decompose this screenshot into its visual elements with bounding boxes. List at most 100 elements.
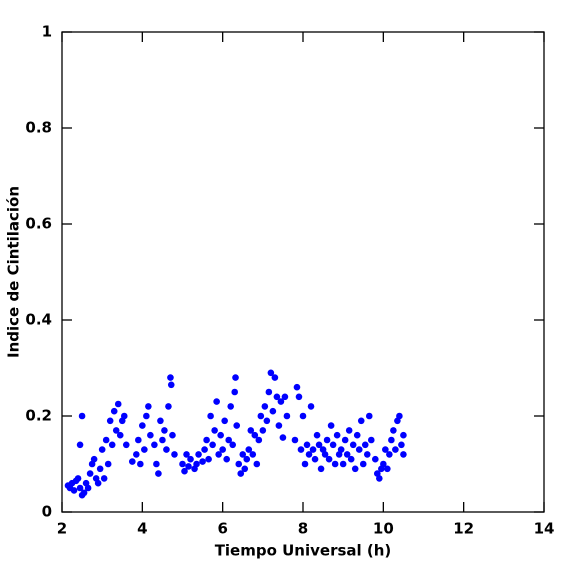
point [307, 403, 315, 410]
x-tick-label: 4 [137, 520, 147, 538]
point [141, 446, 148, 453]
point [305, 451, 313, 458]
point [76, 484, 84, 492]
point [367, 436, 375, 444]
point [345, 427, 353, 434]
point [343, 451, 351, 458]
y-tick-label: 0.6 [25, 215, 52, 233]
point [329, 441, 337, 449]
point [221, 417, 228, 425]
point [359, 460, 367, 468]
point [104, 460, 112, 468]
plot-frame [61, 31, 545, 513]
points [64, 369, 407, 499]
point [167, 381, 175, 389]
point [167, 374, 174, 381]
y-axis-label: Indice de Cintilación [5, 186, 23, 358]
point [219, 446, 226, 453]
point [295, 393, 303, 401]
point [353, 431, 361, 439]
point [390, 427, 397, 434]
x-tick-label: 8 [298, 520, 308, 538]
point [361, 441, 369, 449]
y-tick-label: 0 [42, 503, 52, 521]
point [267, 369, 275, 377]
point [133, 451, 140, 458]
point [293, 383, 301, 391]
point [337, 446, 345, 453]
point [376, 475, 383, 482]
point [363, 451, 371, 458]
point [283, 412, 291, 420]
point [253, 460, 261, 468]
point [169, 431, 176, 439]
point [263, 417, 271, 425]
point [201, 446, 208, 453]
point [321, 451, 329, 458]
point [231, 388, 239, 396]
point [229, 441, 237, 449]
point [110, 407, 118, 415]
point [98, 446, 106, 453]
point [199, 458, 206, 465]
point [76, 441, 84, 449]
point [145, 403, 152, 410]
x-tick-label: 12 [453, 520, 474, 538]
point [357, 417, 365, 425]
point [388, 436, 395, 444]
point [195, 451, 202, 458]
point [257, 412, 265, 420]
point [382, 446, 389, 453]
point [400, 431, 407, 439]
point [185, 463, 192, 470]
point [151, 441, 158, 449]
point [225, 436, 232, 444]
point [159, 436, 166, 444]
point [120, 412, 128, 420]
point [74, 475, 82, 482]
x-tick-label: 2 [57, 520, 67, 538]
point [108, 441, 116, 449]
point [128, 458, 136, 465]
point [396, 412, 403, 420]
point [100, 475, 108, 482]
point [147, 431, 154, 439]
point [205, 455, 212, 463]
point [251, 431, 259, 439]
point [211, 427, 218, 434]
point [372, 455, 379, 463]
point [400, 451, 407, 458]
point [311, 455, 319, 463]
point [181, 467, 188, 475]
point [193, 460, 200, 468]
point [398, 441, 405, 449]
point [271, 374, 279, 381]
point [247, 427, 255, 434]
point [135, 436, 142, 444]
point [102, 436, 110, 444]
x-axis-label: Tiempo Universal (h) [215, 542, 392, 560]
point [386, 451, 393, 458]
point [122, 441, 130, 449]
point [237, 470, 245, 477]
point [153, 460, 160, 468]
point [347, 455, 355, 463]
point [209, 441, 216, 449]
point [380, 460, 387, 468]
point [106, 417, 114, 425]
point [239, 451, 247, 458]
point [261, 403, 269, 410]
y-tick-label: 0.4 [25, 311, 52, 329]
point [114, 400, 122, 408]
x-tick-label: 10 [373, 520, 394, 538]
point [249, 451, 257, 458]
point [187, 455, 194, 463]
point [243, 455, 251, 463]
point [139, 422, 146, 429]
point [207, 412, 214, 420]
point [217, 431, 224, 439]
point [355, 446, 363, 453]
point [183, 451, 190, 458]
point [301, 460, 309, 468]
